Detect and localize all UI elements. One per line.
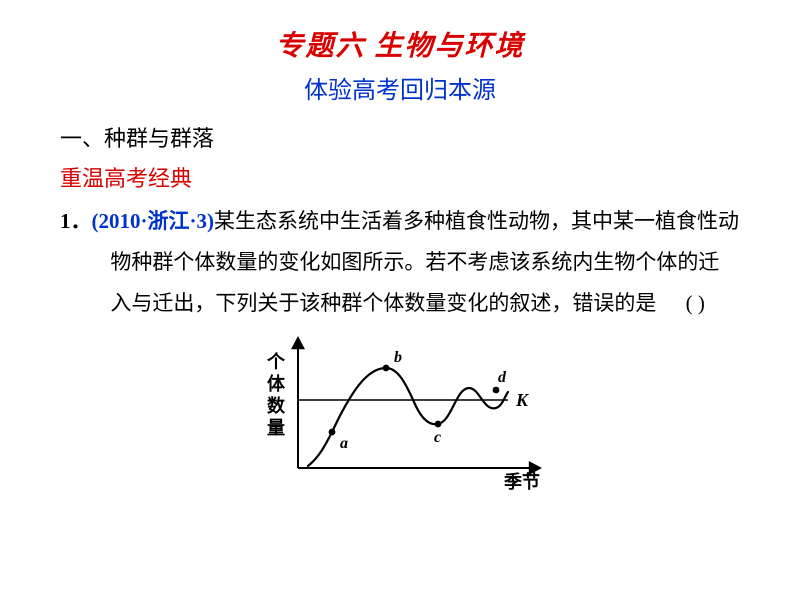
- page-title: 专题六 生物与环境: [60, 24, 740, 64]
- svg-text:K: K: [515, 390, 530, 410]
- answer-paren: ( ): [736, 283, 740, 324]
- svg-text:c: c: [434, 429, 441, 446]
- question-block: 1．(2010·浙江·3)某生态系统中生活着多种植食性动物，其中某一植食性动物种…: [60, 201, 740, 324]
- svg-text:量: 量: [267, 417, 285, 438]
- svg-text:数: 数: [267, 395, 286, 416]
- subsection-heading: 重温高考经典: [60, 161, 740, 193]
- page-subtitle: 体验高考回归本源: [60, 70, 740, 105]
- population-chart: Ka b c d 个体数量季节: [250, 328, 550, 498]
- svg-text:b: b: [394, 349, 402, 366]
- question-text: 1．(2010·浙江·3)某生态系统中生活着多种植食性动物，其中某一植食性动物种…: [60, 201, 740, 324]
- svg-text:个: 个: [266, 351, 286, 372]
- svg-text:a: a: [340, 435, 348, 452]
- question-number: 1．: [60, 209, 92, 233]
- chart-container: Ka b c d 个体数量季节: [60, 328, 740, 498]
- svg-text:季节: 季节: [504, 472, 540, 492]
- svg-text:体: 体: [267, 373, 286, 394]
- svg-text:d: d: [498, 369, 507, 386]
- question-cite: (2010·浙江·3): [92, 209, 215, 233]
- section-heading: 一、种群与群落: [60, 121, 740, 153]
